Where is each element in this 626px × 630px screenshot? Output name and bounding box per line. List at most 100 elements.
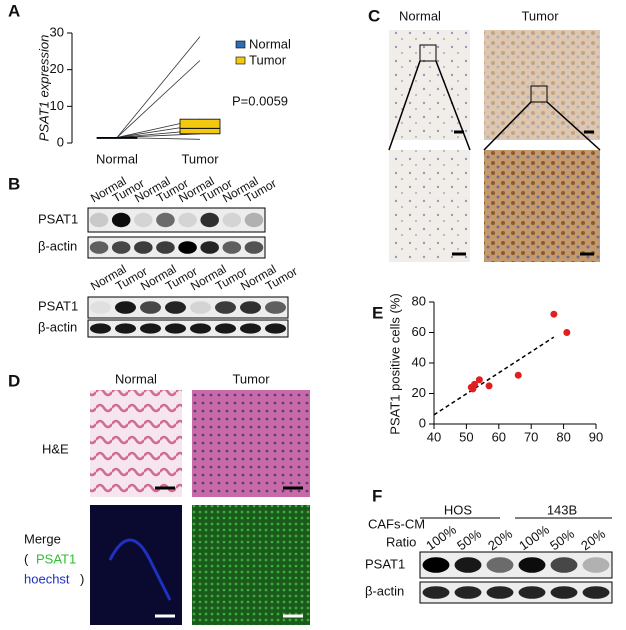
- x-tick-label: Normal: [96, 151, 138, 166]
- band: [244, 212, 264, 228]
- x-tick-label: 80: [556, 429, 570, 444]
- blot-psat1: [87, 296, 289, 319]
- y-axis-label: PSAT1 expression: [36, 35, 51, 142]
- band: [178, 212, 197, 228]
- y-tick-label: 0: [419, 415, 426, 430]
- band: [582, 586, 610, 599]
- lane-label: 20%: [578, 526, 608, 553]
- band: [518, 557, 546, 573]
- point: [550, 310, 558, 318]
- blot-actin: [87, 236, 266, 259]
- y-axis-label: PSAT1 positive cells (%): [387, 293, 402, 434]
- ihc-zoom: [389, 150, 470, 262]
- y-tick-label: 40: [412, 354, 426, 369]
- band: [115, 301, 136, 314]
- band: [422, 557, 450, 573]
- zoom-lines: [388, 60, 601, 151]
- legend-swatch: [235, 40, 246, 49]
- stain-legend: (: [24, 551, 29, 566]
- fluor-image: [90, 505, 182, 625]
- panel-letter: D: [8, 371, 20, 390]
- fluor-image: [192, 505, 310, 625]
- band: [265, 301, 286, 314]
- band: [265, 323, 286, 334]
- band: [178, 241, 197, 254]
- column-label: Tumor: [232, 371, 270, 386]
- panel-letter: B: [8, 174, 20, 193]
- band: [89, 212, 109, 228]
- blot-row-label: β-actin: [38, 319, 77, 334]
- stain-legend: ): [80, 571, 84, 586]
- x-tick-label: 70: [524, 429, 538, 444]
- condition-label: CAFs-CM: [368, 516, 425, 531]
- blot-row-label: PSAT1: [38, 298, 78, 313]
- band: [240, 323, 261, 334]
- legend-swatch: [235, 56, 246, 65]
- lane-label: 100%: [423, 522, 459, 554]
- point: [514, 371, 522, 379]
- column-label: Normal: [115, 371, 157, 386]
- pair-line: [116, 60, 201, 138]
- column-label: Normal: [399, 8, 441, 23]
- stain-legend: PSAT1: [36, 551, 76, 566]
- ihc-zoom: [484, 150, 600, 262]
- band: [486, 557, 514, 573]
- he-image: [192, 390, 310, 497]
- band: [215, 301, 236, 314]
- band: [165, 301, 186, 314]
- band: [134, 241, 153, 254]
- band: [111, 212, 131, 228]
- y-tick-label: 20: [50, 61, 64, 76]
- blot-psat1: [419, 551, 613, 579]
- y-tick-label: 30: [50, 24, 64, 39]
- blot-actin: [87, 319, 289, 338]
- band: [240, 301, 261, 314]
- band: [486, 586, 514, 599]
- ihc-image: [484, 30, 600, 140]
- ihc-image: [389, 30, 470, 140]
- row-label: H&E: [42, 441, 69, 456]
- band: [111, 241, 131, 254]
- band: [518, 586, 546, 599]
- panel-letter: C: [368, 6, 380, 25]
- band: [140, 301, 161, 314]
- band: [156, 212, 175, 228]
- group-label: HOS: [444, 502, 473, 517]
- band: [550, 586, 578, 599]
- x-tick-label: 40: [427, 429, 441, 444]
- condition-label: Ratio: [386, 534, 416, 549]
- lane-label: 100%: [516, 522, 552, 554]
- annotation: P=0.0059: [232, 93, 288, 108]
- band: [215, 323, 236, 334]
- band: [90, 301, 111, 314]
- band: [200, 212, 219, 228]
- band: [134, 212, 153, 228]
- fluor-detail: [108, 538, 172, 601]
- point: [563, 329, 571, 336]
- band: [115, 323, 136, 334]
- lane-label: 20%: [485, 526, 515, 553]
- pair-line: [116, 36, 201, 138]
- y-tick-label: 0: [57, 134, 64, 149]
- zoom-box: [530, 85, 548, 103]
- band: [454, 557, 482, 573]
- y-tick-label: 10: [50, 98, 64, 113]
- point: [471, 380, 478, 388]
- band: [140, 323, 161, 334]
- legend-label: Normal: [249, 36, 291, 51]
- point: [475, 376, 483, 384]
- group-label: 143B: [547, 502, 577, 517]
- legend-label: Tumor: [249, 52, 287, 67]
- x-tick-label: 50: [459, 429, 473, 444]
- blot-row-label: β-actin: [38, 238, 77, 253]
- x-tick-label: 60: [492, 429, 506, 444]
- band: [156, 241, 175, 254]
- band: [200, 241, 219, 254]
- band: [422, 586, 450, 599]
- y-tick-label: 80: [412, 293, 426, 308]
- band: [190, 301, 211, 314]
- box: [179, 118, 221, 135]
- band: [190, 323, 211, 334]
- panel-letter: A: [8, 1, 20, 20]
- panel-letter: F: [372, 486, 382, 505]
